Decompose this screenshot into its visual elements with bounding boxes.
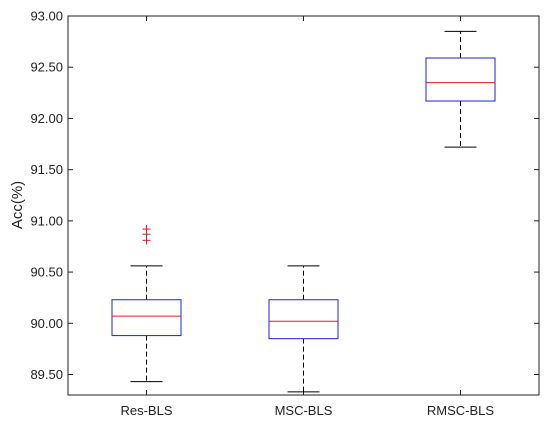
x-tick-label: MSC-BLS [275, 403, 333, 418]
x-axis-ticks: Res-BLS MSC-BLS RMSC-BLS [120, 16, 494, 418]
y-tick-label: 89.50 [30, 367, 63, 382]
x-tick-label: RMSC-BLS [427, 403, 495, 418]
y-axis-ticks: 89.50 90.00 90.50 91.00 91.50 92.00 92.50 93.00 [30, 9, 539, 382]
outlier-marker [142, 225, 151, 234]
x-tick-label: Res-BLS [120, 403, 172, 418]
box-1 [111, 225, 182, 383]
iqr-box [268, 299, 339, 340]
iqr-box [425, 57, 496, 102]
iqr-box [111, 299, 182, 337]
y-tick-label: 91.50 [30, 162, 63, 177]
y-tick-label: 92.00 [30, 111, 63, 126]
y-tick-label: 91.00 [30, 213, 63, 228]
y-tick-label: 90.50 [30, 265, 63, 280]
plot-area-frame [67, 15, 540, 396]
y-axis-label: Acc(%) [9, 181, 26, 229]
box-3 [425, 30, 496, 148]
box-series [111, 30, 496, 393]
y-tick-label: 92.50 [30, 60, 63, 75]
y-tick-label: 90.00 [30, 316, 63, 331]
box-2 [268, 265, 339, 393]
y-tick-label: 93.00 [30, 9, 63, 24]
